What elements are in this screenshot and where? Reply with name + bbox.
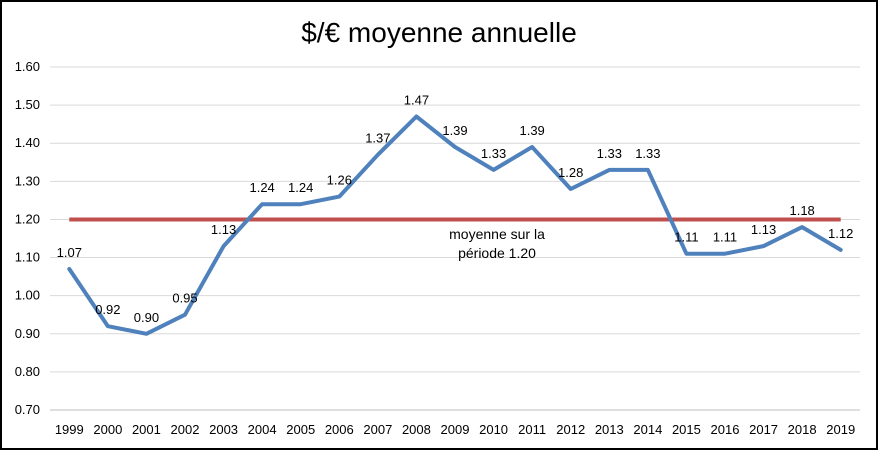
data-label: 1.13 bbox=[211, 222, 236, 237]
y-tick-label: 1.30 bbox=[15, 173, 40, 188]
y-tick-label: 0.90 bbox=[15, 326, 40, 341]
data-label: 1.37 bbox=[365, 131, 390, 146]
data-label: 1.12 bbox=[828, 226, 853, 241]
data-label: 1.39 bbox=[442, 123, 467, 138]
data-label: 1.24 bbox=[288, 180, 313, 195]
data-label: 1.33 bbox=[635, 146, 660, 161]
average-annotation-line2: période 1.20 bbox=[458, 245, 536, 261]
x-tick-label: 2011 bbox=[518, 422, 546, 437]
data-label: 1.24 bbox=[249, 180, 274, 195]
series-line bbox=[67, 114, 843, 336]
x-tick-label: 2018 bbox=[788, 422, 817, 437]
data-labels: 1.07 0.92 0.90 0.95 1.13 1.24 1.24 1.26 1.37 1.47… bbox=[57, 93, 854, 325]
data-label: 0.90 bbox=[134, 310, 159, 325]
x-tick-label: 1999 bbox=[55, 422, 84, 437]
x-tick-label: 2016 bbox=[711, 422, 740, 437]
x-tick-label: 2006 bbox=[325, 422, 354, 437]
x-tick-label: 2002 bbox=[171, 422, 200, 437]
x-tick-label: 2003 bbox=[209, 422, 238, 437]
x-tick-label: 2017 bbox=[749, 422, 778, 437]
data-label: 1.18 bbox=[789, 203, 814, 218]
y-tick-label: 1.20 bbox=[15, 211, 40, 226]
data-label: 1.11 bbox=[713, 230, 737, 245]
average-annotation: moyenne sur la période 1.20 bbox=[449, 226, 545, 261]
x-tick-label: 2014 bbox=[633, 422, 662, 437]
x-tick-label: 2000 bbox=[93, 422, 122, 437]
data-label: 1.47 bbox=[404, 93, 429, 108]
chart-title: $/€ moyenne annuelle bbox=[301, 17, 577, 48]
y-tick-label: 0.80 bbox=[15, 364, 40, 379]
x-tick-label: 2015 bbox=[672, 422, 701, 437]
data-label: 1.33 bbox=[597, 146, 622, 161]
x-tick-label: 2007 bbox=[363, 422, 392, 437]
data-label: 1.28 bbox=[558, 165, 583, 180]
y-tick-label: 1.60 bbox=[15, 59, 40, 74]
y-tick-label: 0.70 bbox=[15, 402, 40, 417]
x-tick-label: 2012 bbox=[556, 422, 585, 437]
x-tick-label: 2008 bbox=[402, 422, 431, 437]
average-annotation-line1: moyenne sur la bbox=[449, 226, 545, 242]
data-label: 0.95 bbox=[172, 291, 197, 306]
x-tick-label: 2009 bbox=[441, 422, 470, 437]
y-tick-label: 1.10 bbox=[15, 250, 40, 265]
x-tick-label: 2005 bbox=[286, 422, 315, 437]
data-label: 1.13 bbox=[751, 222, 776, 237]
y-tick-label: 1.50 bbox=[15, 97, 40, 112]
data-label: 1.33 bbox=[481, 146, 506, 161]
data-label: 0.92 bbox=[95, 302, 120, 317]
x-tick-label: 2001 bbox=[132, 422, 161, 437]
data-label: 1.07 bbox=[57, 245, 82, 260]
y-tick-label: 1.40 bbox=[15, 135, 40, 150]
data-label: 1.11 bbox=[674, 230, 698, 245]
data-label: 1.26 bbox=[327, 173, 352, 188]
y-tick-label: 1.00 bbox=[15, 288, 40, 303]
x-tick-label: 2019 bbox=[826, 422, 855, 437]
x-tick-label: 2013 bbox=[595, 422, 624, 437]
data-label: 1.39 bbox=[519, 123, 544, 138]
y-axis-tick-labels: 0.70 0.80 0.90 1.00 1.10 1.20 1.30 1.40 1.50 1.60 bbox=[15, 59, 40, 417]
x-axis-tick-labels: 1999 2000 2001 2002 2003 2004 2005 2006 2007 2008… bbox=[55, 422, 855, 437]
x-tick-label: 2010 bbox=[479, 422, 508, 437]
x-tick-label: 2004 bbox=[248, 422, 277, 437]
